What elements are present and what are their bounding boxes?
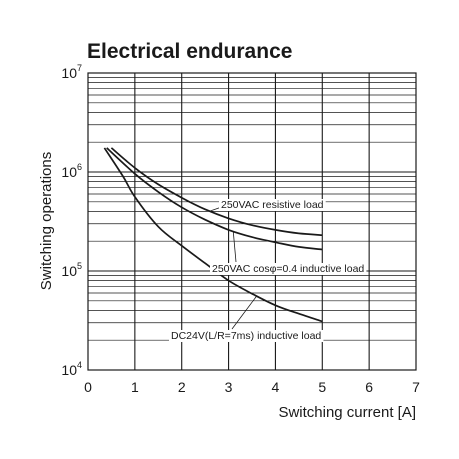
x-axis-label: Switching current [A]: [278, 404, 416, 421]
series-label: 250VAC cosφ=0.4 inductive load: [212, 263, 364, 275]
y-tick-label: 105: [61, 261, 82, 279]
series-label-background: [219, 199, 326, 211]
x-tick-label: 2: [178, 379, 186, 395]
series-curves: [103, 147, 323, 323]
series-label: DC24V(L/R=7ms) inductive load: [171, 330, 321, 342]
resistive-load-curve: [110, 147, 323, 237]
x-tick-label: 6: [365, 379, 373, 395]
y-tick-label: 106: [61, 162, 82, 180]
y-tick-label: 104: [61, 360, 82, 378]
chart-title: Electrical endurance: [87, 40, 292, 63]
inductive-load-curve: [106, 147, 323, 251]
series-label-background: [210, 263, 367, 275]
x-tick-label: 0: [84, 379, 92, 395]
x-tick-label: 4: [272, 379, 280, 395]
x-tick-label: 7: [412, 379, 420, 395]
x-tick-label: 1: [131, 379, 139, 395]
y-tick-label: 107: [61, 63, 82, 81]
series-label-background: [169, 330, 324, 342]
y-tick-labels: 104 105 106 107: [61, 63, 82, 378]
grid: [88, 73, 416, 370]
dc24v-inductive-load-curve: [103, 147, 323, 323]
x-tick-label: 5: [318, 379, 326, 395]
y-axis-label: Switching operations: [38, 152, 55, 290]
series-label: 250VAC resistive load: [221, 199, 324, 211]
x-tick-label: 3: [225, 379, 233, 395]
annotation-leader: [232, 231, 237, 263]
x-tick-labels: 0 1 2 3 4 5 6 7: [84, 379, 420, 395]
plot-frame: [87, 72, 417, 371]
series-annotations: 250VAC resistive load 250VAC cosφ=0.4 ind…: [169, 199, 367, 342]
annotation-leader: [231, 295, 258, 330]
